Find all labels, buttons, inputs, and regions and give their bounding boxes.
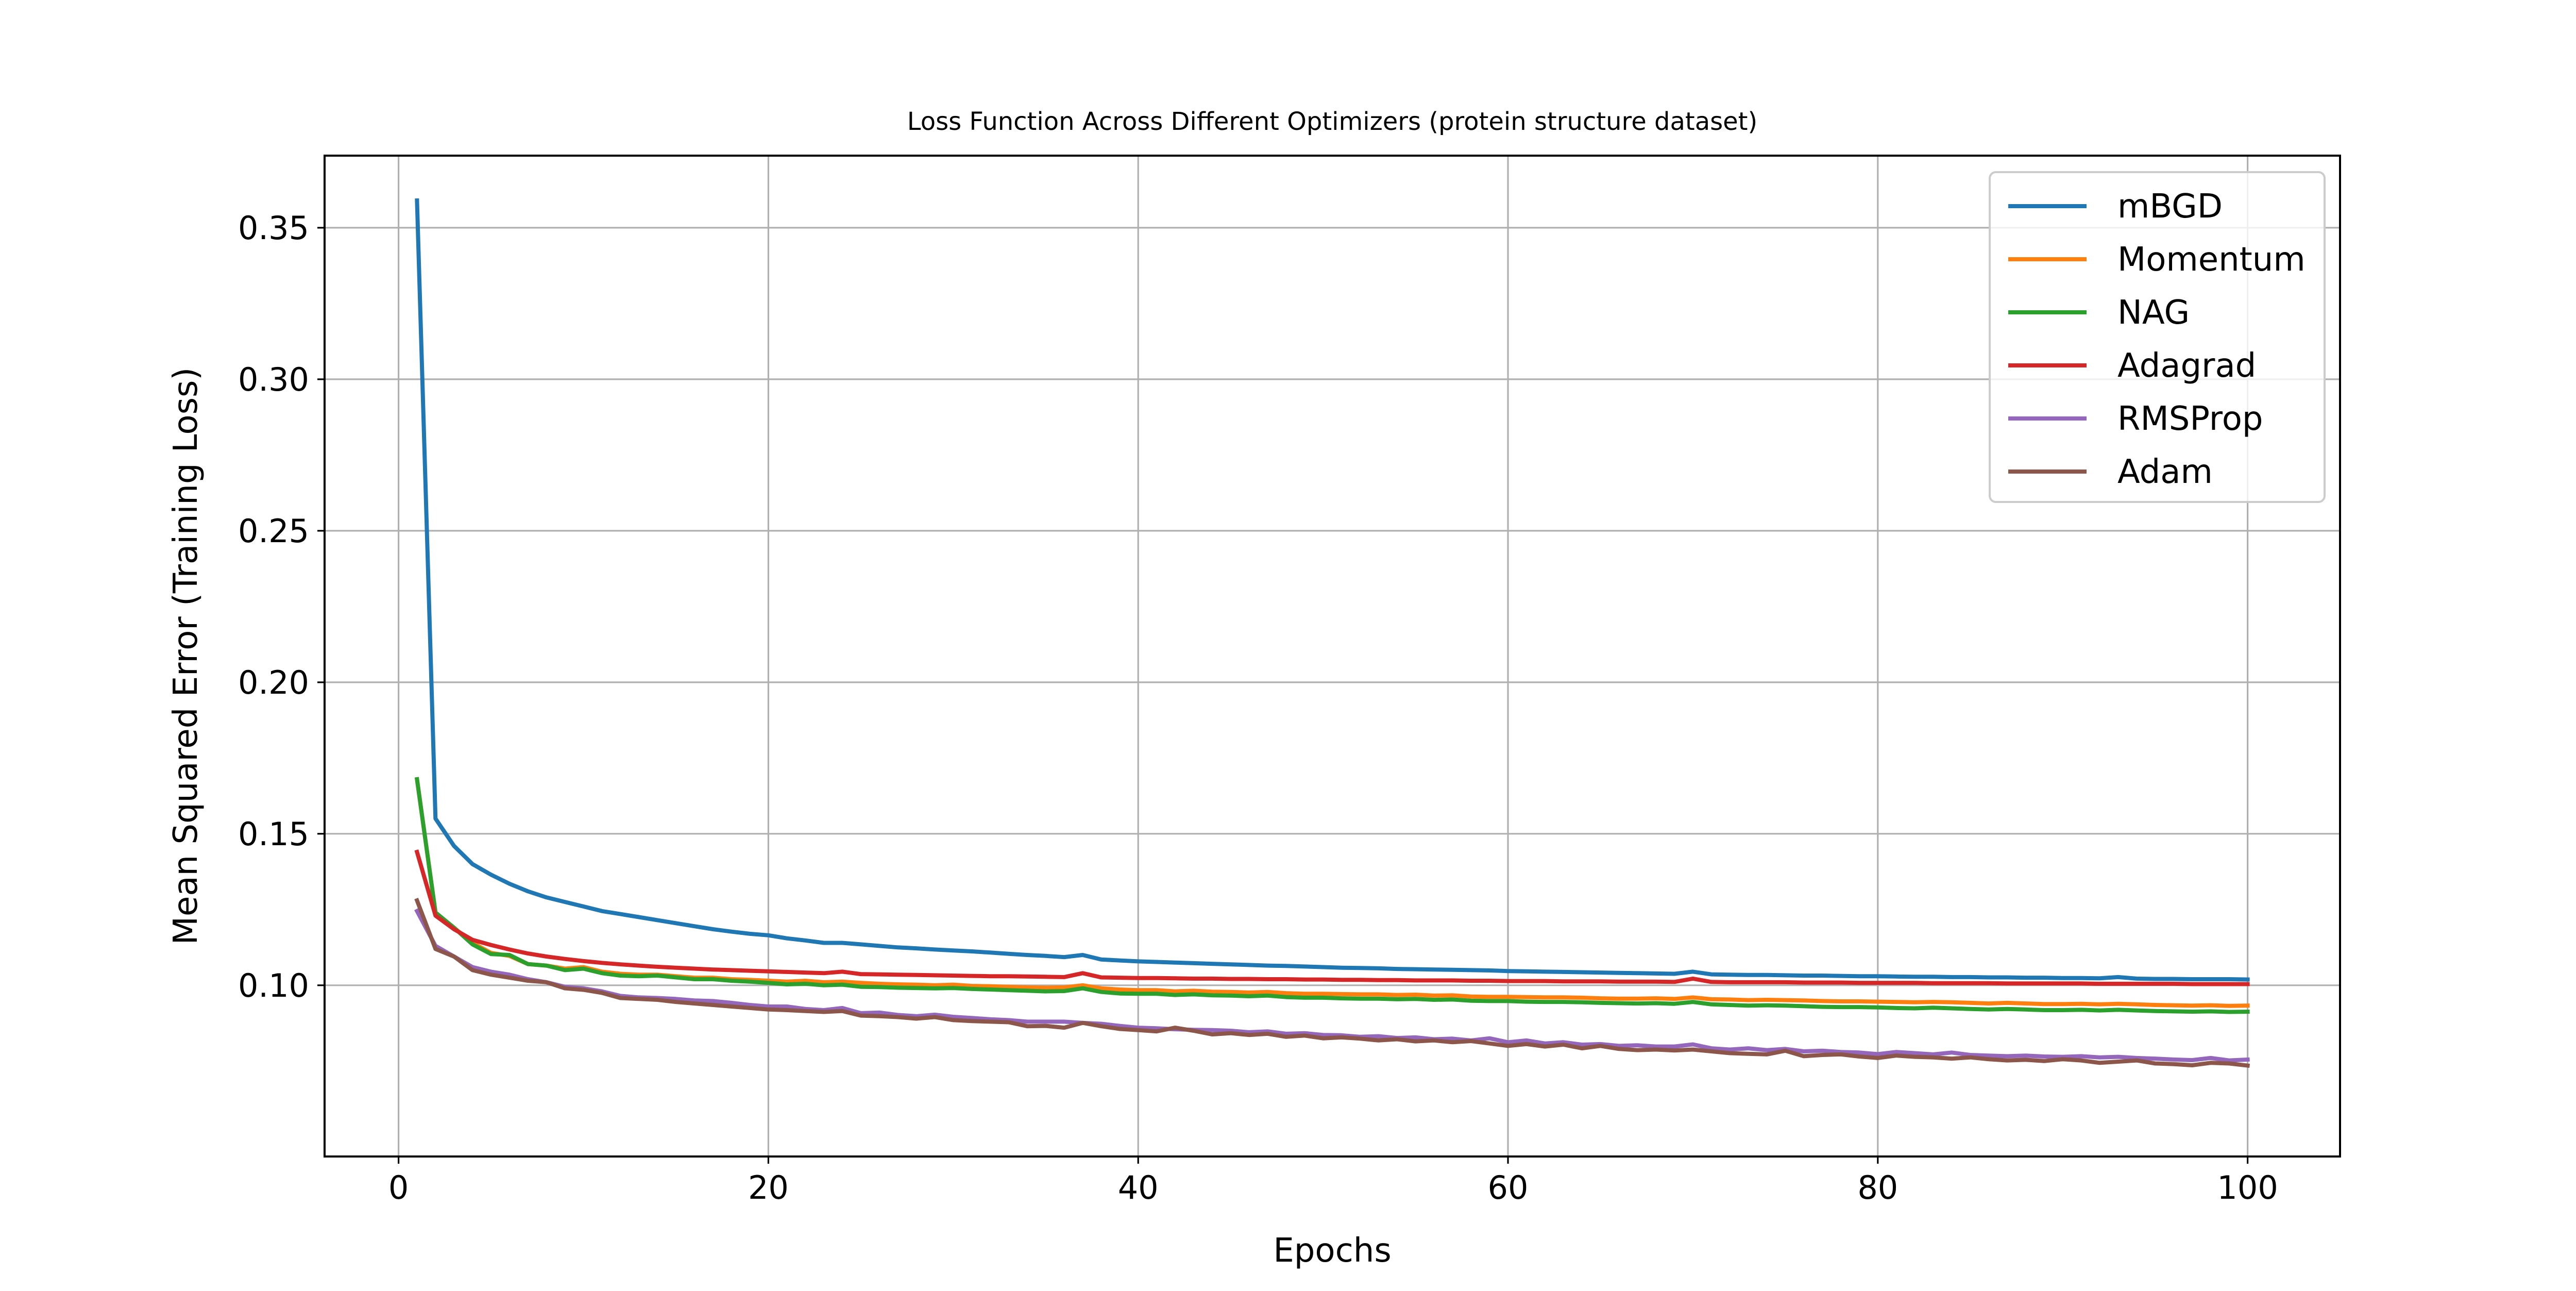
y-axis-label: Mean Squared Error (Training Loss) [167, 367, 205, 945]
legend-label: Momentum [2117, 241, 2306, 279]
legend: mBGD Momentum NAG Adagrad RMSProp Adam [1989, 171, 2326, 503]
legend-item-adagrad: Adagrad [2008, 347, 2256, 385]
legend-label: RMSProp [2117, 400, 2263, 438]
series-line-nag [414, 777, 2250, 1014]
y-tick-label: 0.15 [238, 815, 309, 853]
y-tick-label: 0.20 [238, 664, 309, 701]
series-line-rmsprop [414, 908, 2250, 1063]
x-axis-label: Epochs [1273, 1232, 1391, 1270]
y-tick-label: 0.35 [238, 209, 309, 247]
legend-label: Adam [2117, 453, 2213, 491]
legend-label: mBGD [2117, 188, 2223, 226]
x-tick-label: 20 [748, 1169, 789, 1206]
series-line-adam [414, 898, 2250, 1068]
legend-item-nag: NAG [2008, 294, 2190, 332]
series-lines [414, 198, 2250, 1068]
y-tick-label: 0.10 [238, 967, 309, 1004]
chart-title: Loss Function Across Different Optimizer… [907, 107, 1757, 136]
plot-frame [324, 155, 2341, 1158]
series-line-adagrad [414, 849, 2250, 986]
legend-item-rmsprop: RMSProp [2008, 400, 2263, 438]
legend-item-adam: Adam [2008, 453, 2213, 491]
series-line-mbgd [415, 198, 2250, 982]
legend-label: Adagrad [2117, 347, 2256, 385]
legend-item-mbgd: mBGD [2008, 188, 2223, 226]
x-tick-label: 60 [1488, 1169, 1529, 1206]
x-tick-label: 100 [2217, 1169, 2278, 1206]
x-tick-label: 0 [388, 1169, 409, 1206]
x-tick-label: 40 [1118, 1169, 1159, 1206]
axis-ticks: 0 20 40 60 80 100 0.10 0.15 0.20 0.25 0.30 0.35 [238, 209, 2278, 1206]
y-tick-label: 0.30 [238, 361, 309, 398]
x-tick-label: 80 [1857, 1169, 1898, 1206]
y-tick-label: 0.25 [238, 512, 309, 550]
legend-item-momentum: Momentum [2008, 241, 2306, 279]
legend-label: NAG [2117, 294, 2190, 332]
